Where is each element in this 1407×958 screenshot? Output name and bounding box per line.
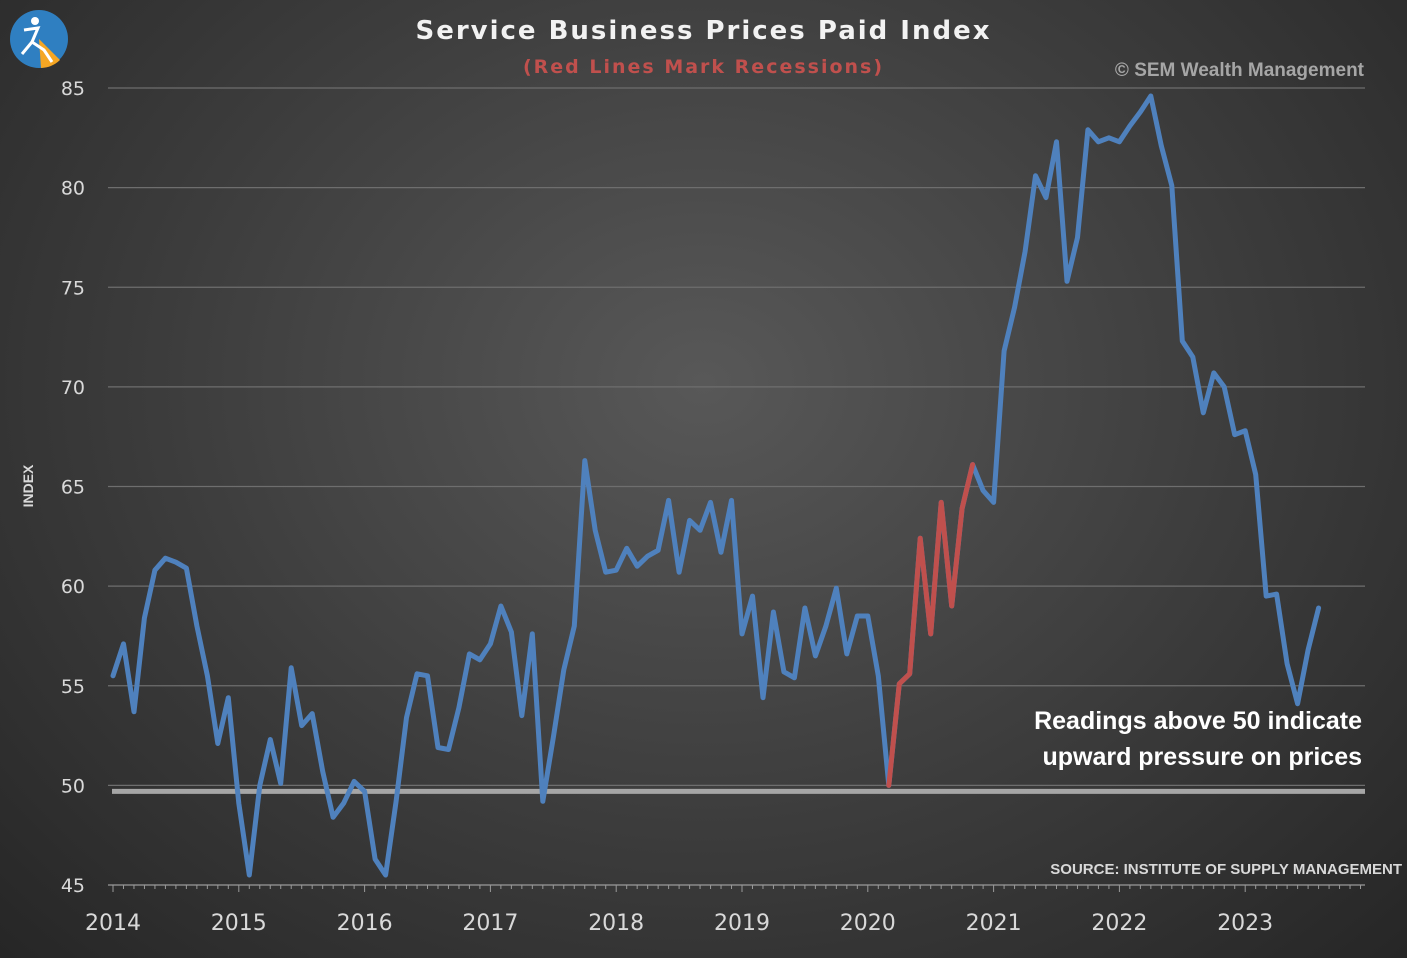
y-tick-label: 60 — [61, 576, 85, 598]
x-tick-label: 2020 — [840, 911, 896, 936]
y-tick-label: 45 — [61, 875, 85, 897]
series-line-prices-paid — [110, 93, 1322, 878]
y-tick-label: 65 — [61, 477, 85, 499]
copyright-label: © SEM Wealth Management — [1114, 60, 1364, 81]
x-axis: 2014 2015 2016 2017 2018 2019 2020 2021 2022 2023 — [85, 884, 1365, 936]
y-tick-label: 85 — [61, 78, 85, 100]
y-tick-label: 75 — [61, 277, 85, 299]
x-tick-label: 2016 — [337, 911, 393, 936]
y-tick-label: 50 — [61, 775, 85, 797]
x-tick-label: 2017 — [462, 911, 518, 936]
x-tick-label: 2014 — [85, 911, 141, 936]
y-tick-label: 80 — [61, 178, 85, 200]
source-label: SOURCE: INSTITUTE OF SUPPLY MANAGEMENT — [1050, 861, 1402, 878]
annotation-line-2: upward pressure on prices — [1042, 743, 1362, 771]
y-tick-label: 70 — [61, 377, 85, 399]
sem-logo-icon — [10, 10, 68, 68]
data-series — [110, 93, 1322, 878]
gridlines — [108, 87, 1365, 786]
y-axis: 45 50 55 60 65 70 75 80 85 — [61, 78, 85, 897]
x-tick-label: 2023 — [1217, 911, 1273, 936]
x-tick-label: 2022 — [1091, 911, 1147, 936]
y-axis-label: INDEX — [20, 464, 36, 507]
chart-subtitle: (Red Lines Mark Recessions) — [522, 56, 885, 78]
x-tick-label: 2018 — [588, 911, 644, 936]
x-tick-label: 2019 — [714, 911, 770, 936]
x-tick-label: 2021 — [966, 911, 1022, 936]
annotation-line-1: Readings above 50 indicate — [1034, 707, 1362, 735]
chart-title: Service Business Prices Paid Index — [415, 16, 992, 46]
series-line-recession — [886, 462, 976, 788]
threshold-annotation: Readings above 50 indicate upward pressu… — [942, 703, 1362, 775]
x-tick-label: 2015 — [211, 911, 267, 936]
y-tick-label: 55 — [61, 676, 85, 698]
